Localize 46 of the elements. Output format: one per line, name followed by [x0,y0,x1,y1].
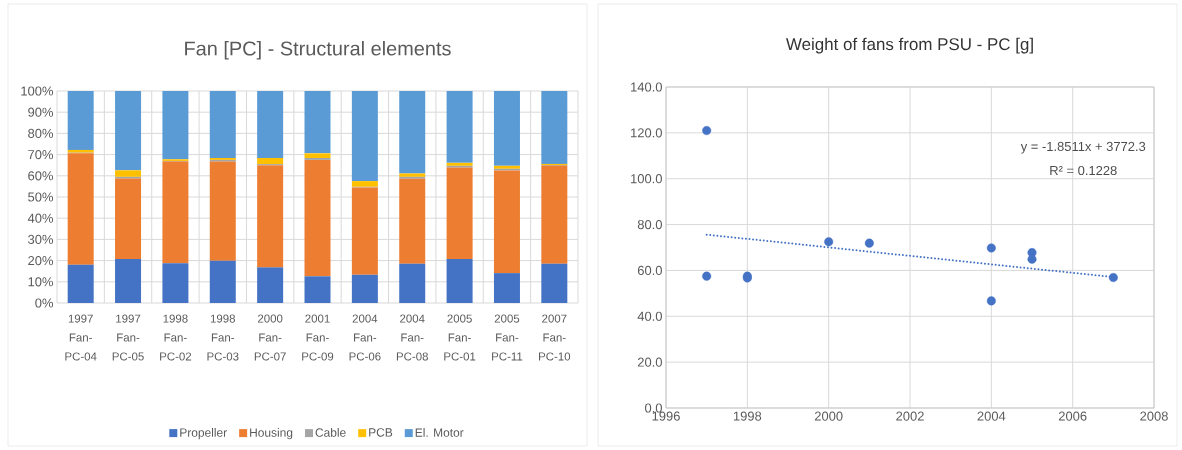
y-tick-label: 20% [28,256,54,266]
x-tick-label: 2004 Fan-PC-08 [396,314,428,361]
chart-title: Weight of fans from PSU - PC [g] [786,37,1033,54]
y-tick-label: 10% [28,277,54,287]
y-tick-label: 0% [35,298,54,308]
x-tick-label: 2001 Fan-PC-09 [302,314,334,361]
x-tick-label: 2000 [814,411,843,421]
x-tick-label: 2002 [896,411,924,421]
y-tick-label: 80% [28,128,54,138]
annotation: R² = 0.1228 [1050,165,1117,176]
x-tick-label: 2008 [1140,411,1168,421]
y-tick-label: 60.0 [637,265,662,276]
y-tick-label: 120.0 [631,128,662,138]
y-tick-label: 100.0 [631,174,662,184]
y-tick-label: 0.0 [644,403,662,413]
y-tick-label: 70% [28,150,54,160]
annotation: y = -1.8511x + 3772.3 [1020,141,1146,154]
y-tick-label: 20.0 [637,357,662,367]
x-tick-label: 1998 Fan-PC-03 [207,314,239,361]
y-tick-label: 40.0 [637,311,662,321]
y-tick-label: 60% [28,171,54,181]
x-tick-label: 2000 Fan-PC-07 [254,314,286,361]
y-tick-label: 80.0 [637,219,662,230]
legend-label: Housing [250,428,293,440]
x-tick-label: 2004 [977,411,1006,421]
x-tick-label: 1996 [652,411,680,421]
legend-label: Cable [315,428,346,437]
x-tick-label: 2005 Fan-PC-01 [444,314,476,361]
y-tick-label: 100% [21,86,54,96]
x-tick-label: 1998 Fan-PC-02 [160,314,192,361]
y-tick-label: 30% [28,234,54,244]
legend-label: PCB [369,428,393,437]
legend-label: Propeller [180,428,227,440]
x-tick-label: 2004 Fan-PC-06 [349,314,381,361]
y-tick-label: 50% [28,192,54,202]
x-tick-label: 1998 [733,411,762,421]
legend-label: El. Motor [415,428,464,437]
y-tick-label: 140.0 [631,82,662,92]
x-tick-label: 2006 [1058,411,1087,421]
x-tick-label: 2005 Fan-PC-11 [492,314,523,361]
x-tick-label: 1997 Fan-PC-05 [112,314,144,361]
x-tick-label: 2007 Fan-PC-10 [539,314,571,361]
y-tick-label: 40% [27,213,54,223]
x-tick-label: 1997 Fan-PC-04 [65,314,97,361]
chart-title: Fan [PC] - Structural elements [185,40,451,60]
y-tick-label: 90% [28,107,54,117]
